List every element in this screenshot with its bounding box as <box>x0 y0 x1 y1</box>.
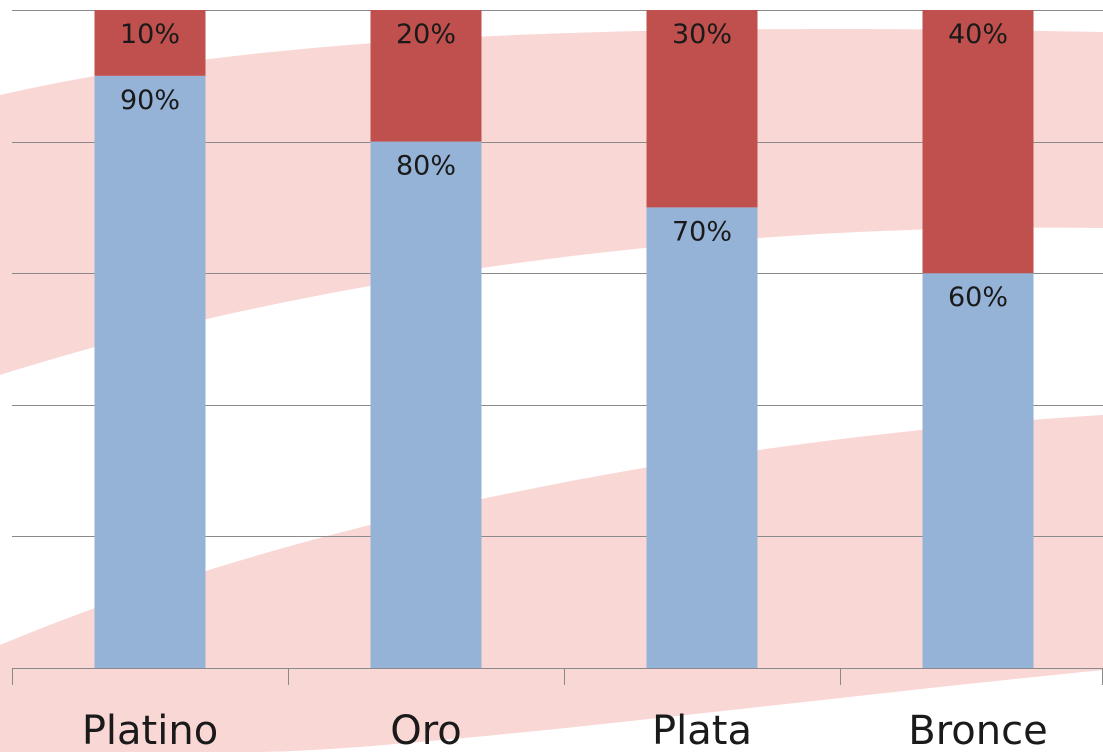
bar-segment-upper-platino <box>94 10 206 76</box>
x-tick-label: Oro <box>390 708 462 752</box>
data-label: 60% <box>948 282 1008 313</box>
x-axis: Platino Oro Plata Bronce <box>12 668 1103 752</box>
data-label: 80% <box>396 151 456 182</box>
bar-segment-upper-plata <box>646 10 758 208</box>
bar-segment-lower-bronce <box>922 273 1034 668</box>
bar-segment-lower-platino <box>94 75 206 669</box>
data-label: 70% <box>672 216 732 247</box>
data-labels: 90% 10% 80% 20% 70% 30% 60% 40% <box>120 19 1008 313</box>
bar-segment-lower-oro <box>370 141 482 669</box>
bar-segment-lower-plata <box>646 207 758 668</box>
data-label: 40% <box>948 19 1008 50</box>
data-label: 90% <box>120 85 180 116</box>
bar-segment-upper-oro <box>370 10 482 142</box>
bar-segment-upper-bronce <box>922 10 1034 274</box>
bars <box>94 10 1034 669</box>
data-label: 30% <box>672 19 732 50</box>
background-swoosh-lower <box>0 415 1103 752</box>
background-decoration <box>0 29 1103 752</box>
data-label: 10% <box>120 19 180 50</box>
data-label: 20% <box>396 19 456 50</box>
background-swoosh-upper <box>0 29 1103 376</box>
x-tick-label: Platino <box>82 708 218 752</box>
x-tick-label: Bronce <box>908 708 1047 752</box>
x-tick-label: Plata <box>652 708 752 752</box>
